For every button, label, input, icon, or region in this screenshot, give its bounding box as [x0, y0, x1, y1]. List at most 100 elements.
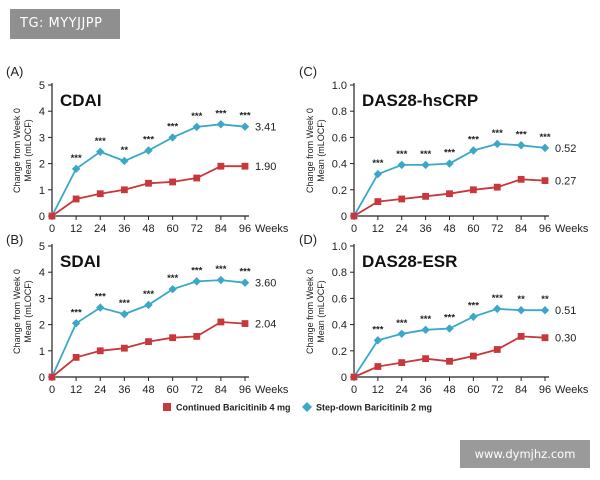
x-tick-label: 0: [49, 223, 55, 235]
significance-marker: ***: [143, 135, 154, 146]
y-tick-label: 3: [39, 132, 45, 144]
end-value-label: 0.52: [555, 143, 576, 155]
significance-marker: ***: [420, 314, 431, 325]
y-tick-label: 0: [39, 211, 45, 223]
data-point-continued: [422, 355, 430, 363]
data-point-stepdown: [144, 300, 153, 310]
x-tick-label: 84: [215, 384, 227, 396]
data-point-continued: [241, 320, 249, 327]
x-tick-label: 72: [491, 384, 503, 396]
x-tick-label: 36: [118, 223, 130, 235]
x-axis-label: Weeks: [255, 223, 289, 235]
significance-marker: ***: [372, 158, 383, 169]
chart-title: DAS28-hsCRP: [362, 91, 478, 110]
data-point-continued: [169, 178, 177, 186]
data-point-continued: [193, 332, 201, 340]
data-point-continued: [374, 363, 382, 370]
data-point-stepdown: [216, 120, 226, 129]
x-tick-label: 60: [167, 223, 179, 235]
data-point-stepdown: [192, 122, 201, 132]
y-tick-label: 4: [39, 106, 45, 118]
x-tick-label: 36: [118, 384, 130, 396]
data-point-continued: [48, 373, 56, 381]
legend: Continued Baricitinib 4 mg Step-down Bari…: [163, 402, 432, 413]
significance-marker: ***: [444, 148, 455, 159]
y-tick-label: 0.4: [332, 320, 347, 332]
end-value-label: 3.60: [255, 278, 276, 290]
panel-label: (A): [6, 64, 23, 79]
data-point-continued: [493, 346, 501, 353]
x-tick-label: 96: [539, 223, 551, 235]
data-point-stepdown: [540, 305, 550, 315]
y-tick-label: 3: [39, 293, 45, 305]
series-line-continued: [51, 321, 246, 378]
y-axis-label-line: Mean (mLOCF): [316, 119, 326, 182]
data-point-continued: [446, 190, 453, 198]
y-axis-label: Change from Week 0Mean (mLOCF): [305, 108, 326, 193]
y-tick-label: 5: [39, 241, 45, 253]
data-point-stepdown: [240, 278, 250, 287]
significance-marker: **: [541, 294, 549, 305]
data-point-stepdown: [445, 324, 454, 333]
data-point-stepdown: [144, 146, 153, 155]
x-tick-label: 60: [167, 384, 179, 396]
end-value-label: 1.90: [255, 161, 276, 173]
significance-marker: ***: [396, 149, 407, 160]
panel-label: (D): [299, 232, 317, 247]
x-tick-label: 12: [70, 223, 82, 235]
x-tick-label: 84: [515, 223, 527, 235]
x-tick-label: 24: [94, 384, 106, 396]
significance-marker: ***: [239, 111, 250, 122]
data-point-stepdown: [397, 160, 406, 170]
data-point-stepdown: [168, 285, 177, 294]
x-tick-label: 0: [49, 384, 55, 396]
data-point-continued: [241, 162, 249, 170]
data-point-stepdown: [421, 160, 430, 170]
y-tick-label: 2: [39, 320, 45, 332]
y-tick-label: 2: [39, 159, 45, 171]
chart-title: DAS28-ESR: [362, 252, 457, 271]
data-point-stepdown: [120, 156, 129, 166]
chart-panel-das28-esr: (D) DAS28-ESR Change from Week 0Mean (mLOC…: [299, 232, 589, 396]
legend-label: Continued Baricitinib 4 mg: [176, 403, 291, 413]
y-axis-label: Change from Week 0Mean (mLOCF): [12, 108, 33, 193]
series-line-continued: [51, 165, 245, 217]
data-point-continued: [350, 373, 358, 381]
significance-marker: ***: [95, 136, 106, 147]
x-tick-label: 96: [539, 384, 551, 396]
end-value-label: 0.30: [555, 333, 576, 345]
data-point-stepdown: [240, 122, 250, 131]
significance-marker: ***: [372, 324, 383, 335]
data-point-continued: [398, 359, 406, 366]
y-axis-label-line: Change from Week 0: [305, 269, 315, 354]
data-point-stepdown: [373, 169, 383, 179]
significance-marker: ***: [468, 135, 479, 146]
y-tick-label: 1: [39, 346, 45, 358]
significance-marker: ***: [492, 293, 503, 304]
x-tick-label: 12: [70, 384, 82, 396]
significance-marker: ***: [420, 149, 431, 160]
x-tick-label: 60: [467, 223, 479, 235]
y-tick-label: 0: [341, 211, 347, 223]
significance-marker: ***: [143, 289, 154, 300]
y-axis-label-line: Change from Week 0: [305, 108, 315, 193]
x-axis-label: Weeks: [255, 384, 289, 396]
significance-marker: ***: [215, 108, 226, 119]
significance-marker: ***: [191, 265, 202, 276]
chart-panel-cdai: (A) CDAI Change from Week 0Mean (mLOCF) 0 12…: [6, 64, 289, 235]
data-point-continued: [193, 174, 201, 182]
significance-marker: ***: [71, 307, 82, 318]
x-tick-label: 72: [191, 223, 203, 235]
data-point-continued: [398, 195, 406, 203]
x-tick-label: 96: [239, 384, 251, 396]
y-axis-label-line: Change from Week 0: [12, 269, 22, 354]
end-value-label: 2.04: [255, 319, 276, 331]
chart-title: CDAI: [60, 91, 102, 110]
significance-marker: ***: [167, 121, 178, 132]
data-point-stepdown: [493, 304, 502, 314]
y-axis-label-line: Mean (mLOCF): [23, 119, 33, 182]
data-point-continued: [145, 338, 152, 346]
data-point-continued: [422, 192, 430, 200]
data-point-continued: [48, 212, 56, 220]
legend-marker-continued: [163, 403, 171, 411]
